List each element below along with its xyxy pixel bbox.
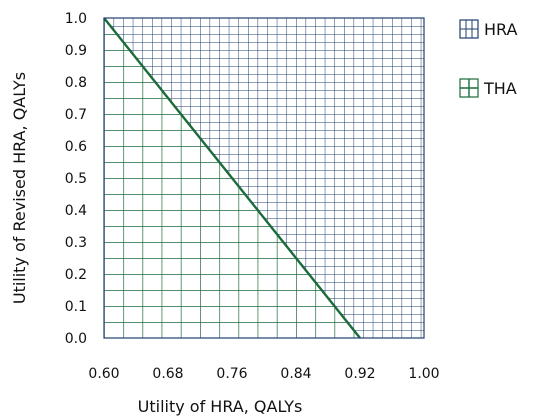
legend-swatch-hra (459, 19, 479, 39)
y-tick-label: 0.8 (65, 75, 87, 91)
x-tick-label: 0.92 (344, 366, 375, 382)
y-tick-label: 0.5 (65, 171, 87, 187)
y-tick-label: 0.9 (65, 43, 87, 59)
x-axis-title: Utility of HRA, QALYs (138, 397, 303, 416)
x-tick-label: 0.60 (88, 366, 119, 382)
x-tick-label: 0.76 (216, 366, 247, 382)
y-tick-label: 0.1 (65, 299, 87, 315)
y-tick-label: 0.2 (65, 267, 87, 283)
x-tick-label: 0.84 (280, 366, 311, 382)
legend-label-tha: THA (483, 79, 517, 98)
y-tick-label: 0.0 (65, 331, 87, 347)
plot-area (103, 17, 425, 339)
boundary-line (103, 17, 361, 339)
plot-frame (103, 17, 425, 339)
y-tick-labels: 0.0 0.1 0.2 0.3 0.4 0.5 0.6 0.7 0.8 0.9 1.0 (65, 11, 87, 347)
x-tick-label: 0.68 (152, 366, 183, 382)
y-tick-label: 1.0 (65, 11, 87, 27)
hra-region (104, 18, 424, 338)
y-tick-label: 0.6 (65, 139, 87, 155)
y-tick-label: 0.7 (65, 107, 87, 123)
y-tick-label: 0.4 (65, 203, 87, 219)
legend: HRA THA (459, 19, 518, 98)
legend-label-hra: HRA (484, 20, 518, 39)
legend-swatch-tha (459, 78, 479, 98)
x-tick-labels: 0.60 0.68 0.76 0.84 0.92 1.00 (88, 366, 439, 382)
legend-item-hra: HRA (459, 19, 518, 39)
legend-item-tha: THA (459, 78, 517, 98)
x-tick-label: 1.00 (408, 366, 439, 382)
y-axis-title: Utility of Revised HRA, QALYs (10, 72, 29, 304)
y-tick-label: 0.3 (65, 235, 87, 251)
